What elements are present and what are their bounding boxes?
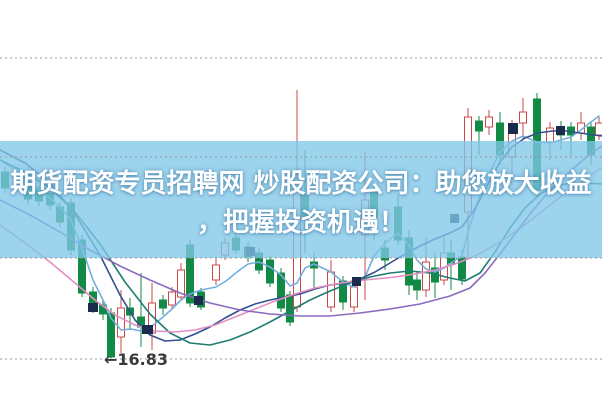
candle xyxy=(485,110,493,135)
candle xyxy=(137,273,145,347)
candle xyxy=(159,295,167,315)
promo-banner-text: 期货配资专员招聘网 炒股配资公司：助您放大收益 ，把握投资机遇！ xyxy=(0,141,602,258)
candle xyxy=(519,98,527,140)
candle xyxy=(212,258,220,285)
candle xyxy=(577,112,585,140)
ma-cross-blob xyxy=(352,277,361,286)
candle xyxy=(126,298,134,330)
ma-cross-blob xyxy=(556,126,565,135)
promo-banner-overlay xyxy=(0,141,602,258)
candle xyxy=(99,300,107,320)
candle xyxy=(413,272,421,300)
ma-cross-blob xyxy=(194,296,203,305)
banner-title-line2: ，把握投资机遇！ xyxy=(196,208,405,238)
low-price-annotation: ←16.83 xyxy=(104,350,169,369)
candle xyxy=(168,287,176,309)
banner-title-line1: 期货配资专员招聘网 炒股配资公司：助您放大收益 xyxy=(10,169,592,199)
candle xyxy=(310,253,318,290)
ma-cross-blob xyxy=(508,123,518,134)
candle xyxy=(117,290,125,353)
ma-cross-blob xyxy=(142,325,153,334)
ma-cross-blob xyxy=(88,303,98,312)
candle xyxy=(266,256,274,287)
